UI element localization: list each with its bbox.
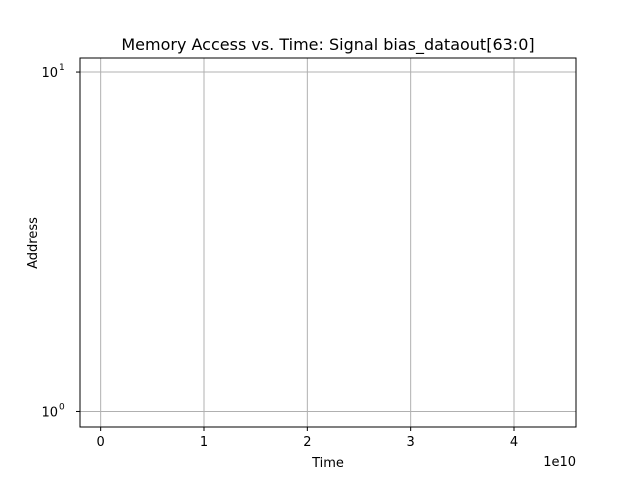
x-tick-label: 3 (407, 435, 415, 450)
x-gridlines (100, 58, 515, 427)
x-axis-label: Time (311, 456, 344, 471)
x-tick-label: 1 (200, 435, 208, 450)
y-axis-label: Address (26, 217, 41, 269)
y-tick-label: 10 (41, 66, 58, 81)
y-tick-exponent: 1 (59, 63, 65, 73)
x-tick-label: 0 (97, 435, 105, 450)
y-gridlines (80, 71, 576, 412)
plot-area (79, 57, 577, 428)
y-tick-label: 10 (41, 405, 58, 420)
chart-title: Memory Access vs. Time: Signal bias_data… (121, 35, 534, 55)
x-tick-label: 4 (510, 435, 518, 450)
x-tick-label: 2 (303, 435, 311, 450)
x-axis-offset-label: 1e10 (543, 455, 576, 470)
x-axis-ticks: 0 1 2 3 4 (97, 427, 518, 450)
y-tick-exponent: 0 (59, 402, 65, 412)
